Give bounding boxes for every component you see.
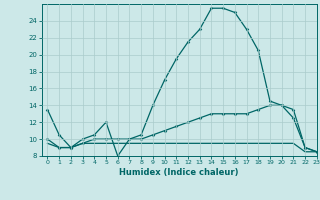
X-axis label: Humidex (Indice chaleur): Humidex (Indice chaleur) (119, 168, 239, 177)
